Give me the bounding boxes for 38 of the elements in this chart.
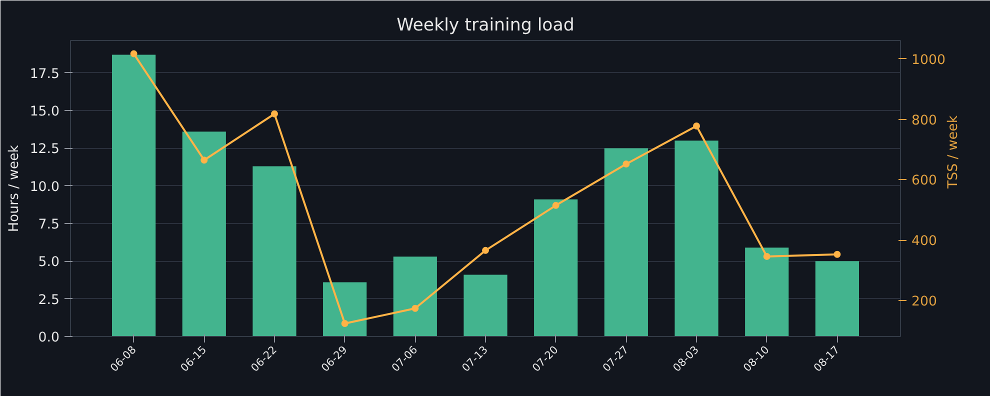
y-tick-label: 0.0 (38, 330, 60, 346)
point (622, 160, 630, 168)
bar (674, 140, 718, 336)
point (552, 202, 560, 209)
point (412, 304, 419, 312)
bar (745, 248, 789, 336)
point (834, 250, 841, 258)
y-tick-label: 17.5 (30, 66, 60, 82)
bar (182, 132, 226, 336)
point (270, 110, 278, 118)
y-tick-label: 2.5 (38, 292, 60, 308)
point (482, 246, 489, 254)
point (341, 320, 348, 328)
bar (393, 256, 437, 336)
bar (464, 274, 508, 336)
bar (323, 282, 367, 336)
y-tick-label: 7.5 (38, 218, 60, 233)
y2-tick-label: 200 (912, 294, 937, 310)
y2-axis-title: TSS / week (946, 115, 961, 190)
point (693, 122, 700, 130)
bar (815, 261, 859, 336)
y2-tick-label: 1000 (912, 52, 946, 68)
y2-tick-label: 600 (912, 174, 937, 189)
chart-title: Weekly training load (396, 16, 574, 36)
y-tick-label: 10.0 (30, 180, 60, 195)
y-tick-label: 15.0 (30, 104, 60, 120)
y-axis-title: Hours / week (6, 144, 22, 232)
y-tick-label: 12.5 (30, 142, 60, 158)
y-tick-label: 5.0 (38, 255, 60, 270)
bar (534, 199, 578, 336)
y2-tick-label: 400 (912, 234, 937, 250)
point (200, 156, 208, 164)
point (130, 50, 138, 58)
point (763, 252, 770, 260)
y2-tick-label: 800 (912, 113, 937, 128)
bar (604, 148, 648, 336)
bar (252, 166, 296, 336)
bar (112, 54, 156, 336)
